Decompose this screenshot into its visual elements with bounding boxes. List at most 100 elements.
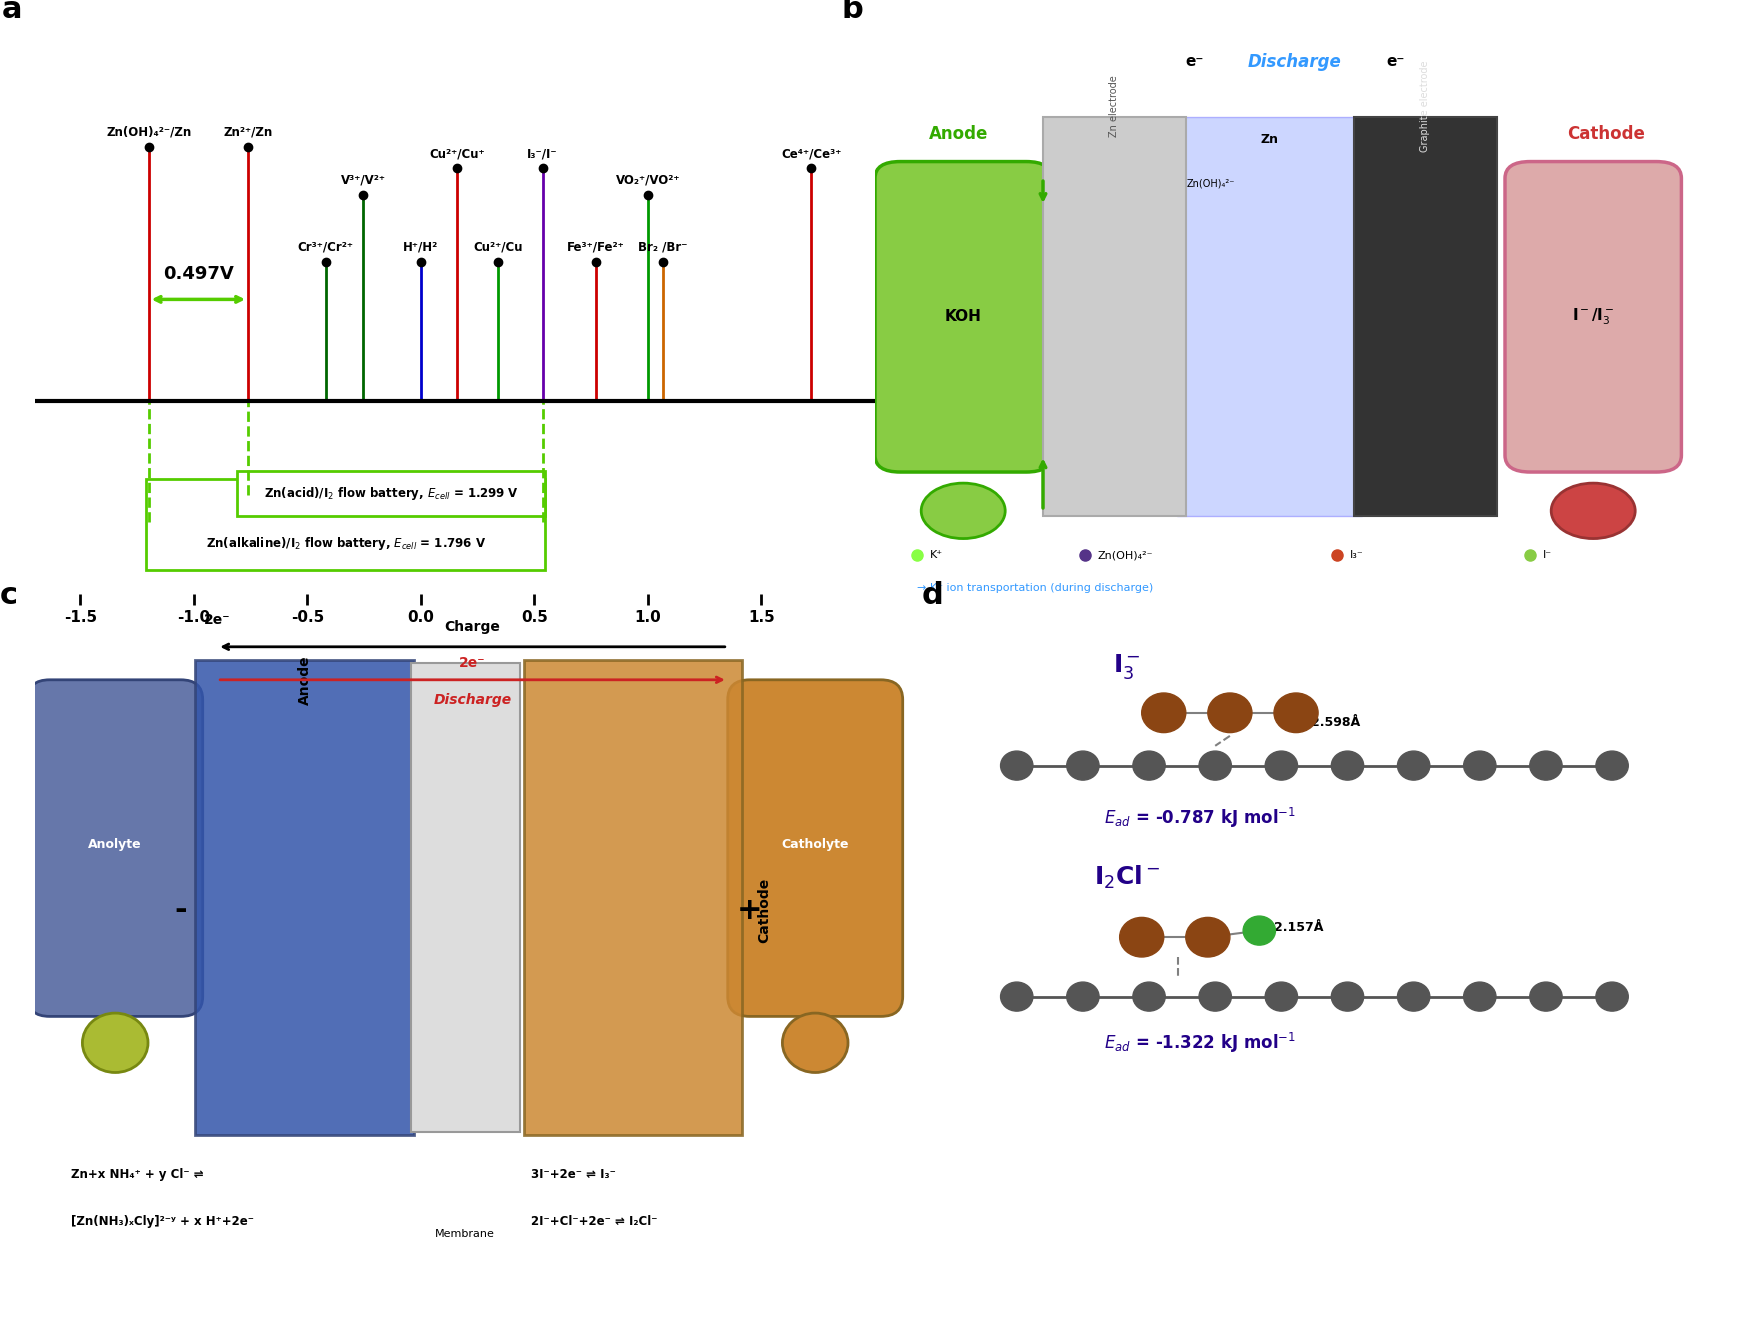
Text: ⊕: ⊕ [807,1034,824,1052]
Circle shape [1068,982,1099,1011]
FancyBboxPatch shape [147,479,544,570]
FancyBboxPatch shape [1505,161,1682,473]
Circle shape [1332,982,1363,1011]
Text: Anolyte: Anolyte [89,838,142,851]
Text: K⁺: K⁺ [929,550,943,560]
Text: Membrane: Membrane [436,1229,495,1239]
Text: VO₂⁺/VO²⁺: VO₂⁺/VO²⁺ [616,174,681,187]
Text: ⊕: ⊕ [107,1034,124,1052]
Text: V³⁺/V²⁺: V³⁺/V²⁺ [341,174,385,187]
Text: [Zn(NH₃)ₓCly]²⁻ʸ + x H⁺+2e⁻: [Zn(NH₃)ₓCly]²⁻ʸ + x H⁺+2e⁻ [72,1214,254,1228]
Text: Cathode: Cathode [1566,125,1645,143]
Circle shape [1596,751,1628,780]
Circle shape [1199,751,1232,780]
Text: → K⁺ ion transportation (during discharge): → K⁺ ion transportation (during discharg… [917,583,1153,594]
Text: Cu²⁺/Cu⁺: Cu²⁺/Cu⁺ [429,147,485,160]
Text: Br₂ /Br⁻: Br₂ /Br⁻ [639,240,688,253]
FancyBboxPatch shape [196,660,415,1135]
Circle shape [1186,917,1230,957]
Text: 2.598Å: 2.598Å [1311,717,1360,729]
Text: 2.157Å: 2.157Å [1274,921,1323,933]
Circle shape [1208,693,1251,733]
Text: Graphite electrode: Graphite electrode [1421,61,1430,152]
Text: c: c [0,581,18,610]
Text: 3I⁻+2e⁻ ⇌ I₃⁻: 3I⁻+2e⁻ ⇌ I₃⁻ [530,1168,616,1181]
Text: 2e⁻: 2e⁻ [458,656,486,671]
Text: Pump: Pump [947,506,978,516]
Text: Discharge: Discharge [434,693,511,706]
Circle shape [1242,916,1276,945]
Text: $E_{ad}$ = -1.322 kJ mol$^{-1}$: $E_{ad}$ = -1.322 kJ mol$^{-1}$ [1104,1031,1297,1055]
FancyBboxPatch shape [1354,117,1496,516]
Circle shape [1530,751,1563,780]
Circle shape [1132,751,1166,780]
Text: Anode: Anode [929,125,989,143]
FancyBboxPatch shape [728,680,903,1016]
Text: 2e⁻: 2e⁻ [205,614,231,627]
Text: $E_{ad}$ = -0.787 kJ mol$^{-1}$: $E_{ad}$ = -0.787 kJ mol$^{-1}$ [1104,807,1297,830]
Text: Charge: Charge [444,620,500,634]
Circle shape [1141,693,1186,733]
Text: Zn electrode: Zn electrode [1110,75,1120,137]
Circle shape [1550,483,1634,539]
Circle shape [1001,751,1032,780]
Text: e⁻: e⁻ [1386,54,1405,69]
Text: Pump: Pump [1577,506,1608,516]
Text: I⁻: I⁻ [1544,550,1552,560]
FancyBboxPatch shape [28,680,203,1016]
Text: Anode: Anode [298,655,311,705]
Text: a: a [2,0,23,24]
Text: Ce⁴⁺/Ce³⁺: Ce⁴⁺/Ce³⁺ [780,147,842,160]
Text: Zn(acid)/I$_2$ flow battery, $E_{cell}$ = 1.299 V: Zn(acid)/I$_2$ flow battery, $E_{cell}$ … [264,484,518,502]
Text: I$_3^-$: I$_3^-$ [1113,652,1141,681]
Circle shape [1398,751,1430,780]
Text: Zn+x NH₄⁺ + y Cl⁻ ⇌: Zn+x NH₄⁺ + y Cl⁻ ⇌ [72,1168,205,1181]
Text: 0.497V: 0.497V [163,265,234,284]
FancyBboxPatch shape [1178,117,1362,516]
Text: Catholyte: Catholyte [782,838,849,851]
Circle shape [1530,982,1563,1011]
Circle shape [1132,982,1166,1011]
Text: Fe³⁺/Fe²⁺: Fe³⁺/Fe²⁺ [567,240,625,253]
Text: 2I⁻+Cl⁻+2e⁻ ⇌ I₂Cl⁻: 2I⁻+Cl⁻+2e⁻ ⇌ I₂Cl⁻ [530,1214,658,1228]
Circle shape [1332,751,1363,780]
Text: I$^-$/I$_3^-$: I$^-$/I$_3^-$ [1572,306,1615,327]
Text: e⁻: e⁻ [1185,54,1204,69]
FancyBboxPatch shape [1043,117,1186,516]
FancyBboxPatch shape [411,663,520,1131]
Circle shape [1199,982,1232,1011]
Text: H⁺/H²: H⁺/H² [402,240,439,253]
Circle shape [782,1014,849,1072]
Circle shape [1265,751,1297,780]
Circle shape [920,483,1004,539]
Text: Zn²⁺/Zn: Zn²⁺/Zn [224,125,273,139]
Circle shape [1398,982,1430,1011]
Text: Zn(OH)₄²⁻/Zn: Zn(OH)₄²⁻/Zn [107,125,191,139]
Text: -: - [175,896,187,925]
Text: Zn(alkaline)/I$_2$ flow battery, $E_{cell}$ = 1.796 V: Zn(alkaline)/I$_2$ flow battery, $E_{cel… [205,535,487,552]
Text: Cr³⁺/Cr²⁺: Cr³⁺/Cr²⁺ [298,240,354,253]
Text: d: d [920,581,943,610]
FancyBboxPatch shape [875,161,1052,473]
Text: Zn: Zn [1260,133,1279,147]
Circle shape [1463,751,1496,780]
Circle shape [1274,693,1318,733]
Text: I₃⁻/I⁻: I₃⁻/I⁻ [527,147,558,160]
Circle shape [1120,917,1164,957]
Text: I₃⁻: I₃⁻ [1349,550,1363,560]
Circle shape [1265,982,1297,1011]
Circle shape [1596,982,1628,1011]
Text: Discharge: Discharge [1248,53,1342,71]
Text: Zn(OH)₄²⁻: Zn(OH)₄²⁻ [1186,178,1235,189]
Text: +: + [737,896,763,925]
Text: Cathode: Cathode [758,878,772,944]
FancyBboxPatch shape [236,471,544,516]
Text: KOH: KOH [945,309,982,325]
Circle shape [1463,982,1496,1011]
Circle shape [82,1014,149,1072]
Circle shape [1068,751,1099,780]
Text: Zn(OH)₄²⁻: Zn(OH)₄²⁻ [1097,550,1153,560]
Circle shape [1001,982,1032,1011]
Text: Cu²⁺/Cu: Cu²⁺/Cu [474,240,523,253]
Text: b: b [842,0,863,24]
